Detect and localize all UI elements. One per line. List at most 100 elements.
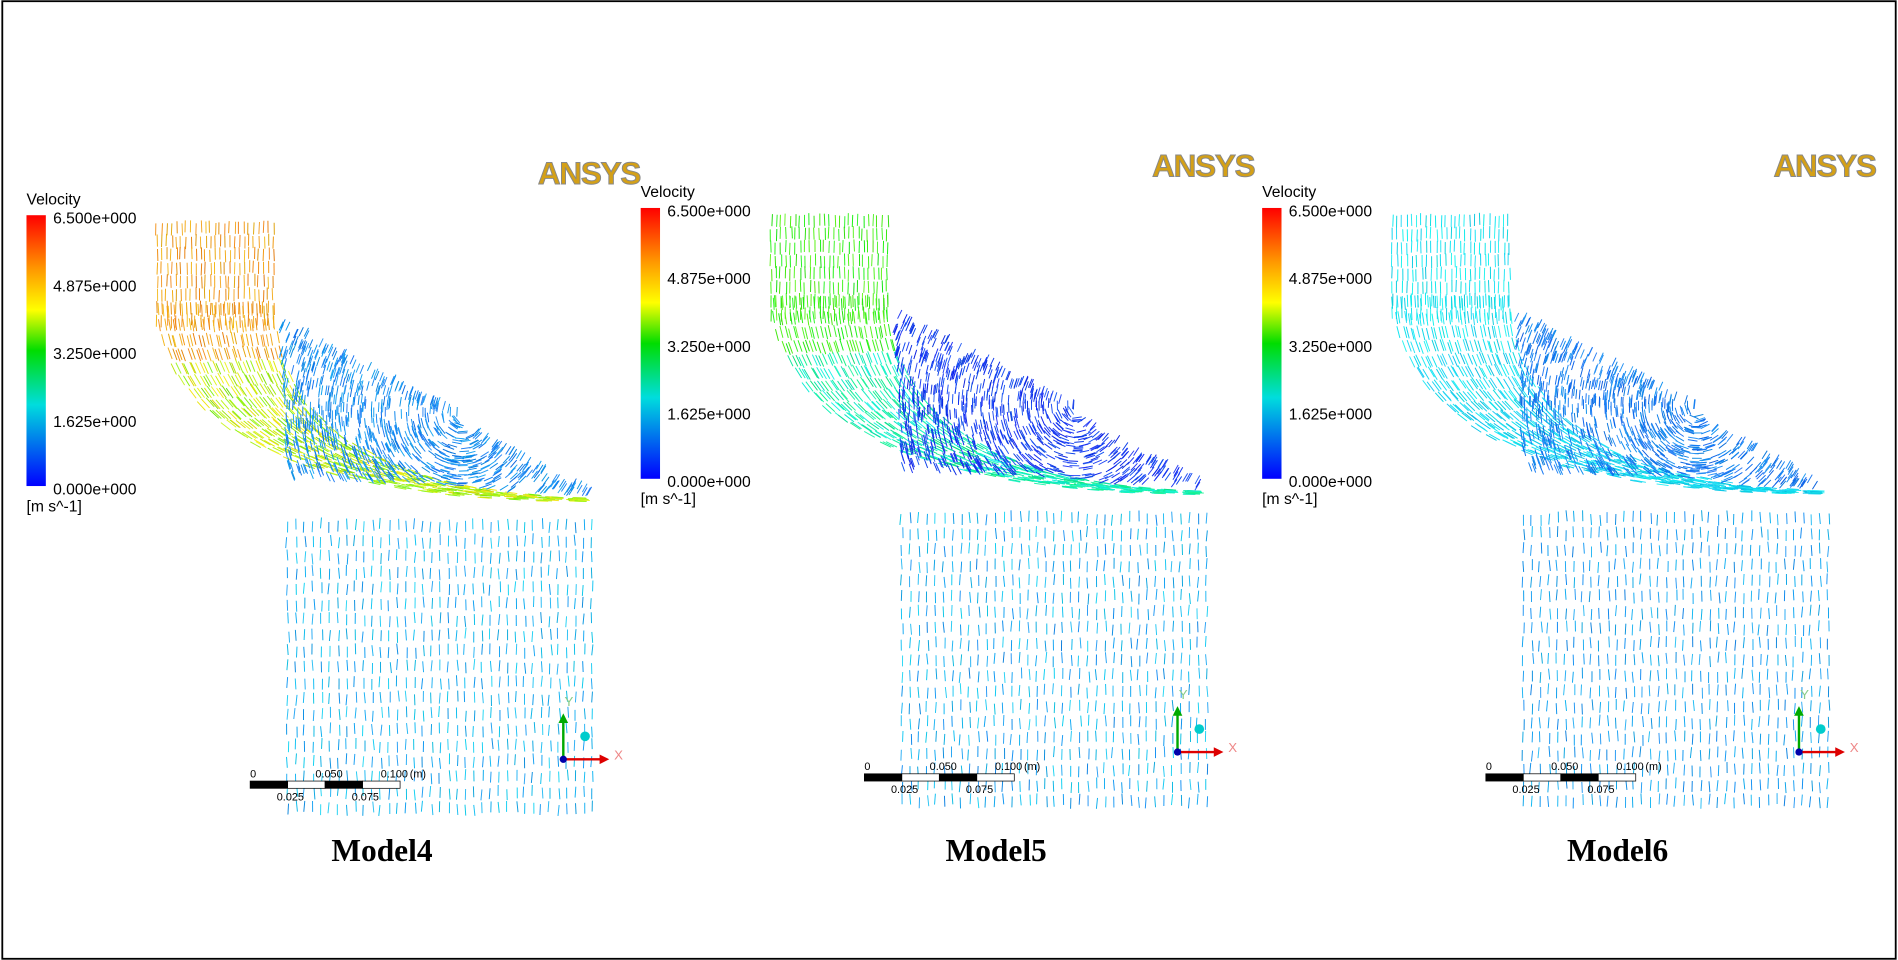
vector bbox=[449, 679, 450, 690]
vector bbox=[799, 216, 800, 228]
vector bbox=[1173, 577, 1174, 588]
vector bbox=[801, 255, 802, 267]
vector bbox=[354, 723, 355, 734]
vector bbox=[591, 598, 592, 609]
vector bbox=[307, 418, 308, 428]
vector bbox=[985, 531, 986, 542]
vector bbox=[858, 296, 859, 308]
vector bbox=[1071, 782, 1072, 793]
vector bbox=[954, 408, 955, 418]
legend-tick-label: 3.250e+000 bbox=[53, 346, 137, 363]
vector bbox=[948, 392, 949, 402]
vector bbox=[259, 222, 260, 234]
vector bbox=[288, 804, 289, 815]
vector bbox=[223, 304, 224, 316]
vector bbox=[1074, 447, 1084, 448]
vector bbox=[592, 519, 593, 530]
vector bbox=[405, 802, 406, 813]
legend-title: Velocity bbox=[26, 191, 80, 208]
vector bbox=[1172, 512, 1173, 523]
vector bbox=[248, 303, 249, 315]
vector bbox=[456, 675, 457, 686]
vector bbox=[1038, 558, 1039, 569]
vector bbox=[1105, 574, 1106, 585]
vector bbox=[824, 266, 825, 278]
vector bbox=[917, 412, 918, 422]
scale-bar-segment bbox=[288, 781, 325, 788]
vector bbox=[363, 402, 364, 412]
vector bbox=[364, 521, 365, 532]
vector bbox=[228, 303, 229, 315]
vector bbox=[239, 303, 240, 315]
vector bbox=[355, 661, 356, 672]
vector bbox=[854, 239, 855, 251]
vector bbox=[777, 215, 778, 227]
vector bbox=[969, 735, 970, 746]
vector bbox=[789, 243, 790, 255]
vector bbox=[1036, 526, 1037, 537]
vector bbox=[516, 675, 517, 686]
vector bbox=[1062, 607, 1063, 618]
vector bbox=[974, 393, 975, 403]
vector bbox=[1053, 781, 1054, 792]
vector bbox=[389, 707, 390, 718]
vector bbox=[226, 276, 227, 288]
vector bbox=[1164, 746, 1165, 757]
vector bbox=[447, 691, 448, 702]
vector bbox=[253, 261, 254, 273]
vector bbox=[775, 256, 776, 268]
vector bbox=[397, 723, 398, 734]
vector bbox=[180, 262, 181, 274]
vector bbox=[381, 553, 382, 564]
vector bbox=[917, 390, 918, 400]
vector bbox=[448, 612, 449, 623]
vector bbox=[779, 282, 780, 294]
vector bbox=[346, 415, 347, 425]
vector bbox=[304, 757, 305, 768]
vector bbox=[934, 392, 935, 402]
vector bbox=[1044, 684, 1045, 695]
vector bbox=[828, 227, 829, 239]
vector bbox=[322, 708, 323, 719]
vector bbox=[829, 297, 830, 309]
vector bbox=[1189, 493, 1201, 494]
vector bbox=[943, 592, 944, 603]
axis-z bbox=[580, 731, 590, 741]
vector bbox=[805, 266, 806, 278]
vector bbox=[383, 403, 384, 413]
vector bbox=[935, 688, 936, 699]
vector bbox=[1121, 654, 1122, 665]
vector bbox=[845, 297, 846, 309]
vector bbox=[235, 305, 236, 317]
vector bbox=[541, 647, 542, 658]
vector bbox=[786, 227, 787, 239]
vector bbox=[1079, 577, 1080, 588]
vector bbox=[961, 562, 962, 573]
vector bbox=[577, 499, 589, 500]
vector bbox=[515, 691, 516, 702]
vector bbox=[1003, 637, 1004, 648]
vector bbox=[1122, 794, 1123, 805]
vector bbox=[508, 692, 509, 703]
vector bbox=[533, 533, 534, 544]
vector bbox=[953, 513, 954, 524]
vector bbox=[1174, 545, 1175, 556]
vector bbox=[928, 640, 929, 651]
vector bbox=[1139, 575, 1140, 586]
vector bbox=[329, 677, 330, 688]
vector bbox=[212, 303, 213, 315]
vector bbox=[388, 647, 389, 658]
vector bbox=[903, 390, 904, 400]
vector bbox=[986, 592, 987, 603]
vector bbox=[786, 255, 787, 267]
vector bbox=[170, 249, 171, 261]
vector bbox=[166, 234, 167, 246]
vector bbox=[864, 281, 865, 293]
vector bbox=[186, 237, 187, 249]
vector bbox=[1121, 514, 1122, 525]
vector bbox=[431, 773, 432, 784]
vector bbox=[219, 304, 220, 316]
vector bbox=[473, 726, 474, 737]
vector bbox=[824, 214, 825, 226]
